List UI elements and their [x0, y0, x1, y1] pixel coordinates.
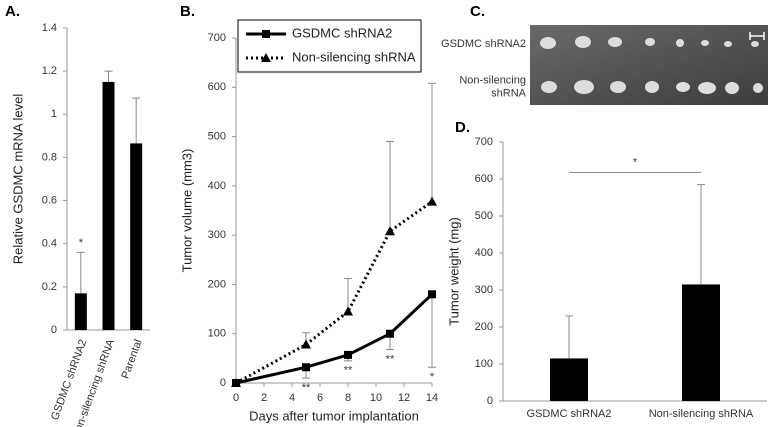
y-tick-label: 0.6 [42, 194, 57, 206]
marker [427, 196, 437, 206]
x-tick-label: 12 [398, 392, 410, 404]
series-line [235, 293, 434, 385]
y-tick-label: 100 [475, 358, 493, 370]
y-tick-label: 700 [208, 32, 226, 44]
x-tick-label: Non-silencing shRNA [649, 408, 754, 420]
marker [343, 306, 353, 316]
annotation: ** [302, 382, 311, 394]
x-tick-label: 8 [345, 392, 351, 404]
y-tick-label: 500 [208, 130, 226, 142]
x-tick-label: 2 [261, 392, 267, 404]
y-tick-label: 0 [220, 377, 226, 389]
x-tick-label: 14 [426, 392, 438, 404]
y-axis-label: Tumor weight (mg) [446, 217, 461, 326]
annotation: * [430, 371, 435, 383]
y-tick-label: 400 [208, 180, 226, 192]
marker [231, 378, 241, 387]
tumors [540, 36, 763, 94]
y-tick-label: 0.4 [42, 238, 57, 250]
y-tick-label: 200 [208, 278, 226, 290]
y-tick-label: 700 [475, 136, 493, 148]
annotation: * [79, 237, 84, 249]
y-tick-label: 1.4 [42, 22, 57, 34]
x-tick-label: Parental [119, 338, 144, 381]
marker [385, 226, 395, 236]
annotation: * [633, 156, 638, 168]
marker [301, 339, 311, 349]
x-tick-label: 4 [289, 392, 295, 404]
x-axis-label: Days after tumor implantation [249, 408, 419, 423]
series-line [235, 200, 433, 385]
bar [102, 81, 115, 330]
bar [130, 143, 143, 330]
panel-label: A. [5, 3, 20, 20]
y-tick-label: 500 [475, 210, 493, 222]
bar [682, 284, 720, 401]
legend-label: Non-silencing shRNA [292, 49, 416, 64]
marker [344, 350, 352, 359]
marker [302, 363, 310, 372]
x-tick-label: 10 [370, 392, 382, 404]
y-tick-label: 0.2 [42, 281, 57, 293]
annotation: ** [386, 353, 395, 365]
y-tick-label: 1 [51, 108, 57, 120]
y-tick-label: 600 [475, 173, 493, 185]
y-tick-label: 400 [475, 247, 493, 259]
photo: C. GSDMC shRNA2 Non-silencing shRNA [441, 3, 768, 105]
y-tick-label: 0 [51, 324, 57, 336]
bar [550, 358, 588, 401]
y-tick-label: 100 [208, 328, 226, 340]
bar [74, 293, 87, 330]
y-tick-label: 0 [487, 395, 493, 407]
legend-marker [261, 53, 271, 62]
legend-label: GSDMC shRNA2 [292, 25, 392, 40]
x-tick-label: 6 [317, 392, 323, 404]
y-axis-label: Tumor volume (mm3) [179, 149, 194, 273]
marker [428, 290, 436, 299]
y-axis-label: Relative GSDMC mRNA level [10, 94, 25, 265]
row-label: GSDMC shRNA2 [441, 38, 526, 50]
panel-label: C. [470, 3, 485, 20]
y-tick-label: 1.2 [42, 65, 57, 77]
legend-box [237, 19, 422, 73]
y-tick-label: 300 [208, 229, 226, 241]
panel-label: D. [455, 119, 470, 136]
y-tick-label: 300 [475, 284, 493, 296]
annotation: ** [344, 365, 353, 377]
y-tick-label: 0.8 [42, 151, 57, 163]
row-label: Non-silencing shRNA [459, 74, 526, 99]
x-tick-label: 0 [233, 392, 239, 404]
x-tick-label: GSDMC shRNA2 [527, 408, 612, 420]
marker [386, 329, 394, 338]
y-tick-label: 200 [475, 321, 493, 333]
panel-label: B. [180, 3, 195, 20]
legend-marker [262, 30, 270, 38]
y-tick-label: 600 [208, 81, 226, 93]
